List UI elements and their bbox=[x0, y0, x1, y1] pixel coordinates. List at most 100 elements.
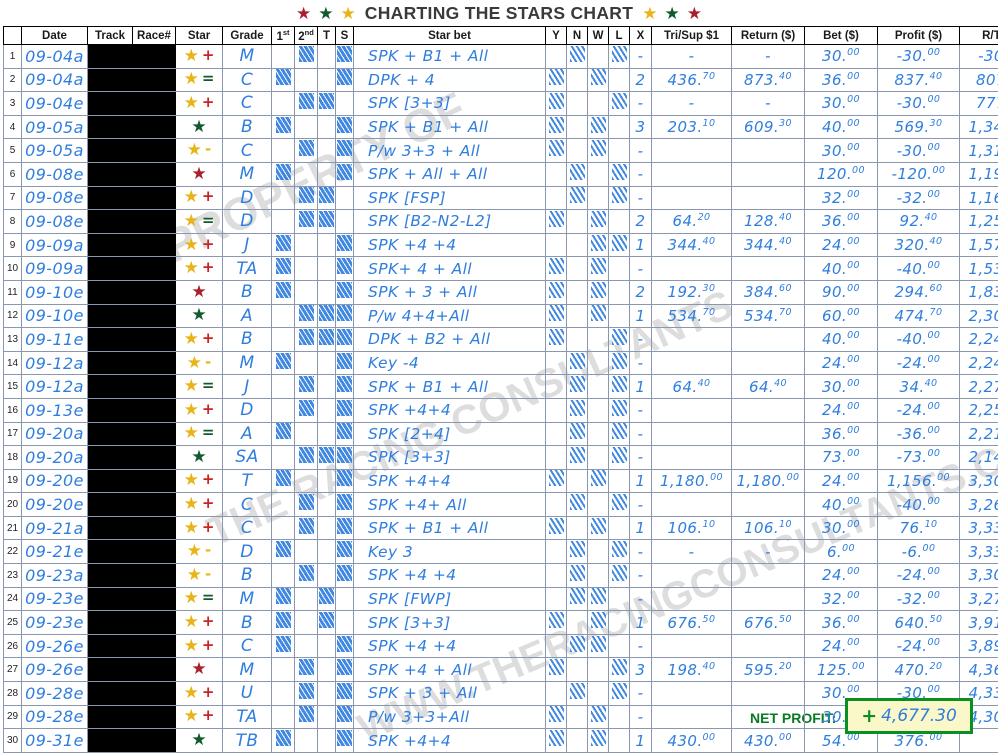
second-place-cell[interactable] bbox=[295, 422, 318, 446]
first-place-cell[interactable] bbox=[272, 634, 295, 658]
star-rating-cell[interactable]: ★+ bbox=[176, 257, 223, 281]
l-cell[interactable] bbox=[609, 634, 630, 658]
first-place-cell[interactable] bbox=[272, 658, 295, 682]
grade-cell[interactable]: J bbox=[223, 233, 272, 257]
star-rating-cell[interactable]: ★+ bbox=[176, 682, 223, 706]
star-rating-cell[interactable]: ★= bbox=[176, 422, 223, 446]
grade-cell[interactable]: C bbox=[223, 139, 272, 163]
star-rating-cell[interactable]: ★ bbox=[176, 115, 223, 139]
s-cell[interactable] bbox=[336, 375, 354, 399]
y-cell[interactable] bbox=[546, 210, 567, 234]
first-place-cell[interactable] bbox=[272, 375, 295, 399]
grade-cell[interactable]: B bbox=[223, 280, 272, 304]
second-place-cell[interactable] bbox=[295, 540, 318, 564]
grade-cell[interactable]: B bbox=[223, 611, 272, 635]
s-cell[interactable] bbox=[336, 634, 354, 658]
t-cell[interactable] bbox=[318, 587, 336, 611]
y-cell[interactable] bbox=[546, 729, 567, 753]
date-cell[interactable]: 09-28e bbox=[22, 705, 88, 729]
first-place-cell[interactable] bbox=[272, 162, 295, 186]
y-cell[interactable] bbox=[546, 375, 567, 399]
date-cell[interactable]: 09-21a bbox=[22, 516, 88, 540]
l-cell[interactable] bbox=[609, 729, 630, 753]
n-cell[interactable] bbox=[567, 564, 588, 588]
y-cell[interactable] bbox=[546, 493, 567, 517]
date-cell[interactable]: 09-04a bbox=[22, 45, 88, 69]
w-cell[interactable] bbox=[588, 68, 609, 92]
second-place-cell[interactable] bbox=[295, 658, 318, 682]
table-row[interactable]: 509-05a★-CP/w 3+3 + All-30.00-30.001,316… bbox=[4, 139, 998, 163]
w-cell[interactable] bbox=[588, 705, 609, 729]
second-place-cell[interactable] bbox=[295, 446, 318, 470]
t-cell[interactable] bbox=[318, 658, 336, 682]
star-bet-cell[interactable]: Key 3 bbox=[354, 540, 546, 564]
second-place-cell[interactable] bbox=[295, 351, 318, 375]
t-cell[interactable] bbox=[318, 115, 336, 139]
date-cell[interactable]: 09-05a bbox=[22, 139, 88, 163]
w-cell[interactable] bbox=[588, 469, 609, 493]
t-cell[interactable] bbox=[318, 729, 336, 753]
star-bet-cell[interactable]: SPK + B1 + All bbox=[354, 516, 546, 540]
date-cell[interactable]: 09-26e bbox=[22, 658, 88, 682]
y-cell[interactable] bbox=[546, 540, 567, 564]
date-cell[interactable]: 09-08e bbox=[22, 162, 88, 186]
l-cell[interactable] bbox=[609, 446, 630, 470]
s-cell[interactable] bbox=[336, 139, 354, 163]
n-cell[interactable] bbox=[567, 469, 588, 493]
second-place-cell[interactable] bbox=[295, 375, 318, 399]
second-place-cell[interactable] bbox=[295, 634, 318, 658]
star-rating-cell[interactable]: ★ bbox=[176, 658, 223, 682]
grade-cell[interactable]: M bbox=[223, 587, 272, 611]
l-cell[interactable] bbox=[609, 92, 630, 116]
s-cell[interactable] bbox=[336, 186, 354, 210]
star-bet-cell[interactable]: SPK + 3 + All bbox=[354, 682, 546, 706]
second-place-cell[interactable] bbox=[295, 162, 318, 186]
y-cell[interactable] bbox=[546, 446, 567, 470]
n-cell[interactable] bbox=[567, 233, 588, 257]
n-cell[interactable] bbox=[567, 162, 588, 186]
grade-cell[interactable]: D bbox=[223, 210, 272, 234]
n-cell[interactable] bbox=[567, 115, 588, 139]
date-cell[interactable]: 09-26e bbox=[22, 634, 88, 658]
first-place-cell[interactable] bbox=[272, 92, 295, 116]
l-cell[interactable] bbox=[609, 186, 630, 210]
s-cell[interactable] bbox=[336, 328, 354, 352]
y-cell[interactable] bbox=[546, 634, 567, 658]
w-cell[interactable] bbox=[588, 587, 609, 611]
s-cell[interactable] bbox=[336, 446, 354, 470]
t-cell[interactable] bbox=[318, 162, 336, 186]
w-cell[interactable] bbox=[588, 682, 609, 706]
y-cell[interactable] bbox=[546, 469, 567, 493]
t-cell[interactable] bbox=[318, 398, 336, 422]
date-cell[interactable]: 09-12a bbox=[22, 351, 88, 375]
n-cell[interactable] bbox=[567, 398, 588, 422]
star-bet-cell[interactable]: SPK + B1 + All bbox=[354, 45, 546, 69]
star-rating-cell[interactable]: ★- bbox=[176, 139, 223, 163]
second-place-cell[interactable] bbox=[295, 304, 318, 328]
second-place-cell[interactable] bbox=[295, 398, 318, 422]
y-cell[interactable] bbox=[546, 705, 567, 729]
s-cell[interactable] bbox=[336, 469, 354, 493]
second-place-cell[interactable] bbox=[295, 705, 318, 729]
n-cell[interactable] bbox=[567, 351, 588, 375]
star-bet-cell[interactable]: SPK +4 +4 bbox=[354, 233, 546, 257]
grade-cell[interactable]: A bbox=[223, 422, 272, 446]
y-cell[interactable] bbox=[546, 398, 567, 422]
l-cell[interactable] bbox=[609, 398, 630, 422]
w-cell[interactable] bbox=[588, 92, 609, 116]
grade-cell[interactable]: B bbox=[223, 328, 272, 352]
star-rating-cell[interactable]: ★+ bbox=[176, 328, 223, 352]
second-place-cell[interactable] bbox=[295, 139, 318, 163]
t-cell[interactable] bbox=[318, 45, 336, 69]
l-cell[interactable] bbox=[609, 516, 630, 540]
star-bet-cell[interactable]: SPK +4+4 bbox=[354, 398, 546, 422]
w-cell[interactable] bbox=[588, 304, 609, 328]
first-place-cell[interactable] bbox=[272, 705, 295, 729]
n-cell[interactable] bbox=[567, 493, 588, 517]
